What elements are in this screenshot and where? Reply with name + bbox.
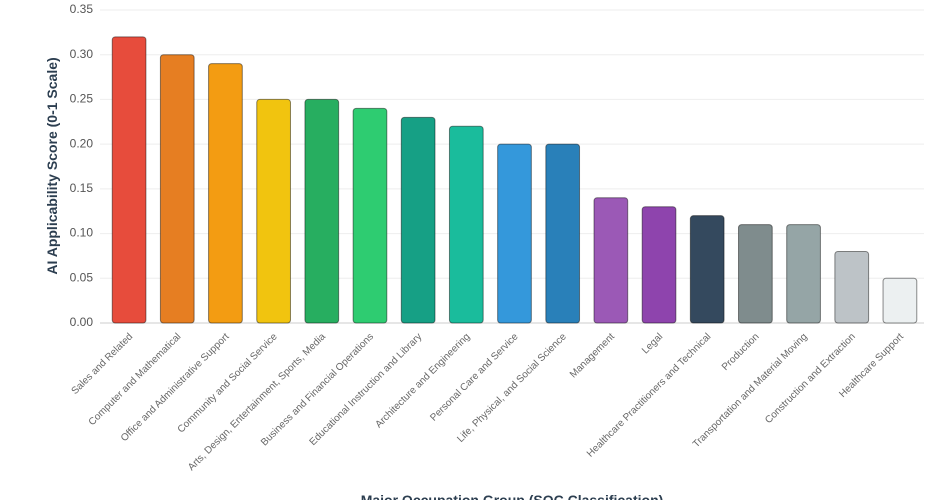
bar [641,206,677,324]
bar [400,116,436,324]
x-tick-label: Life, Physical, and Social Science [455,331,569,445]
x-tick-label: Community and Social Service [176,331,280,435]
bar [689,215,725,324]
bar [159,54,195,324]
x-tick-label: Construction and Extraction [763,331,858,426]
bar [738,224,773,324]
bar [497,143,532,324]
x-tick-label: Legal [640,331,665,356]
bar [882,277,918,324]
bar [304,98,340,324]
x-tick-label: Computer and Mathematical [87,331,184,428]
x-tick-label: Management [568,331,617,380]
bar [352,107,388,324]
bar [786,224,821,324]
bar [448,125,484,324]
y-tick-label: 0.10 [70,226,94,240]
x-tick-label: Architecture and Engineering [373,331,472,430]
y-tick-label: 0.15 [70,181,94,195]
x-tick-label: Personal Care and Service [428,331,521,424]
y-tick-label: 0.30 [70,47,94,61]
y-tick-label: 0.35 [70,2,94,16]
y-axis-title: AI Applicability Score (0-1 Scale) [44,57,60,274]
x-tick-label: Production [720,331,762,373]
y-tick-label: 0.05 [70,270,94,284]
bar [256,98,291,324]
bar [593,197,629,324]
bar [111,36,147,324]
bar [545,143,581,324]
y-tick-label: 0.00 [70,315,94,329]
y-tick-label: 0.25 [70,92,94,106]
y-tick-label: 0.20 [70,136,94,150]
bar [834,250,870,324]
x-axis-title: Major Occupation Group (SOC Classificati… [361,492,664,500]
bar [208,63,243,324]
